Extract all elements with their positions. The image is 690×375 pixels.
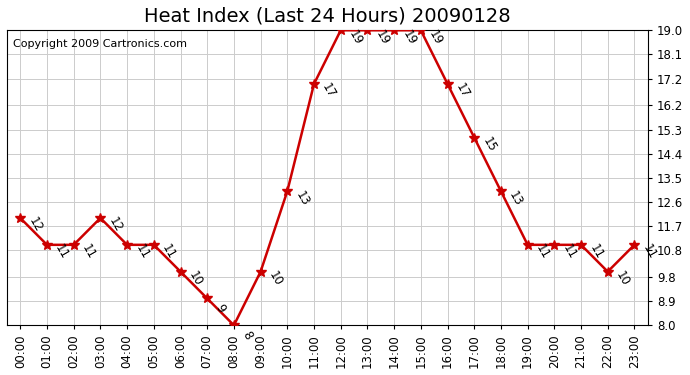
Text: 9: 9 [213,302,228,315]
Text: 13: 13 [506,189,525,208]
Text: 11: 11 [533,242,552,262]
Text: 17: 17 [319,81,338,101]
Text: 19: 19 [426,28,445,47]
Text: 19: 19 [346,28,365,47]
Text: 10: 10 [266,269,285,288]
Text: 11: 11 [586,242,605,262]
Text: 11: 11 [560,242,579,262]
Text: 11: 11 [132,242,151,262]
Text: 8: 8 [239,329,255,342]
Text: 17: 17 [453,81,472,101]
Text: 19: 19 [373,28,392,47]
Text: 19: 19 [400,28,418,47]
Text: 10: 10 [186,269,205,288]
Text: 11: 11 [52,242,71,262]
Text: 12: 12 [26,215,45,235]
Text: 15: 15 [480,135,498,154]
Text: 12: 12 [106,215,125,235]
Text: 11: 11 [640,242,659,262]
Text: 13: 13 [293,189,312,208]
Text: 11: 11 [159,242,178,262]
Text: 11: 11 [79,242,98,262]
Text: 10: 10 [613,269,632,288]
Title: Heat Index (Last 24 Hours) 20090128: Heat Index (Last 24 Hours) 20090128 [144,7,511,26]
Text: Copyright 2009 Cartronics.com: Copyright 2009 Cartronics.com [13,39,188,49]
